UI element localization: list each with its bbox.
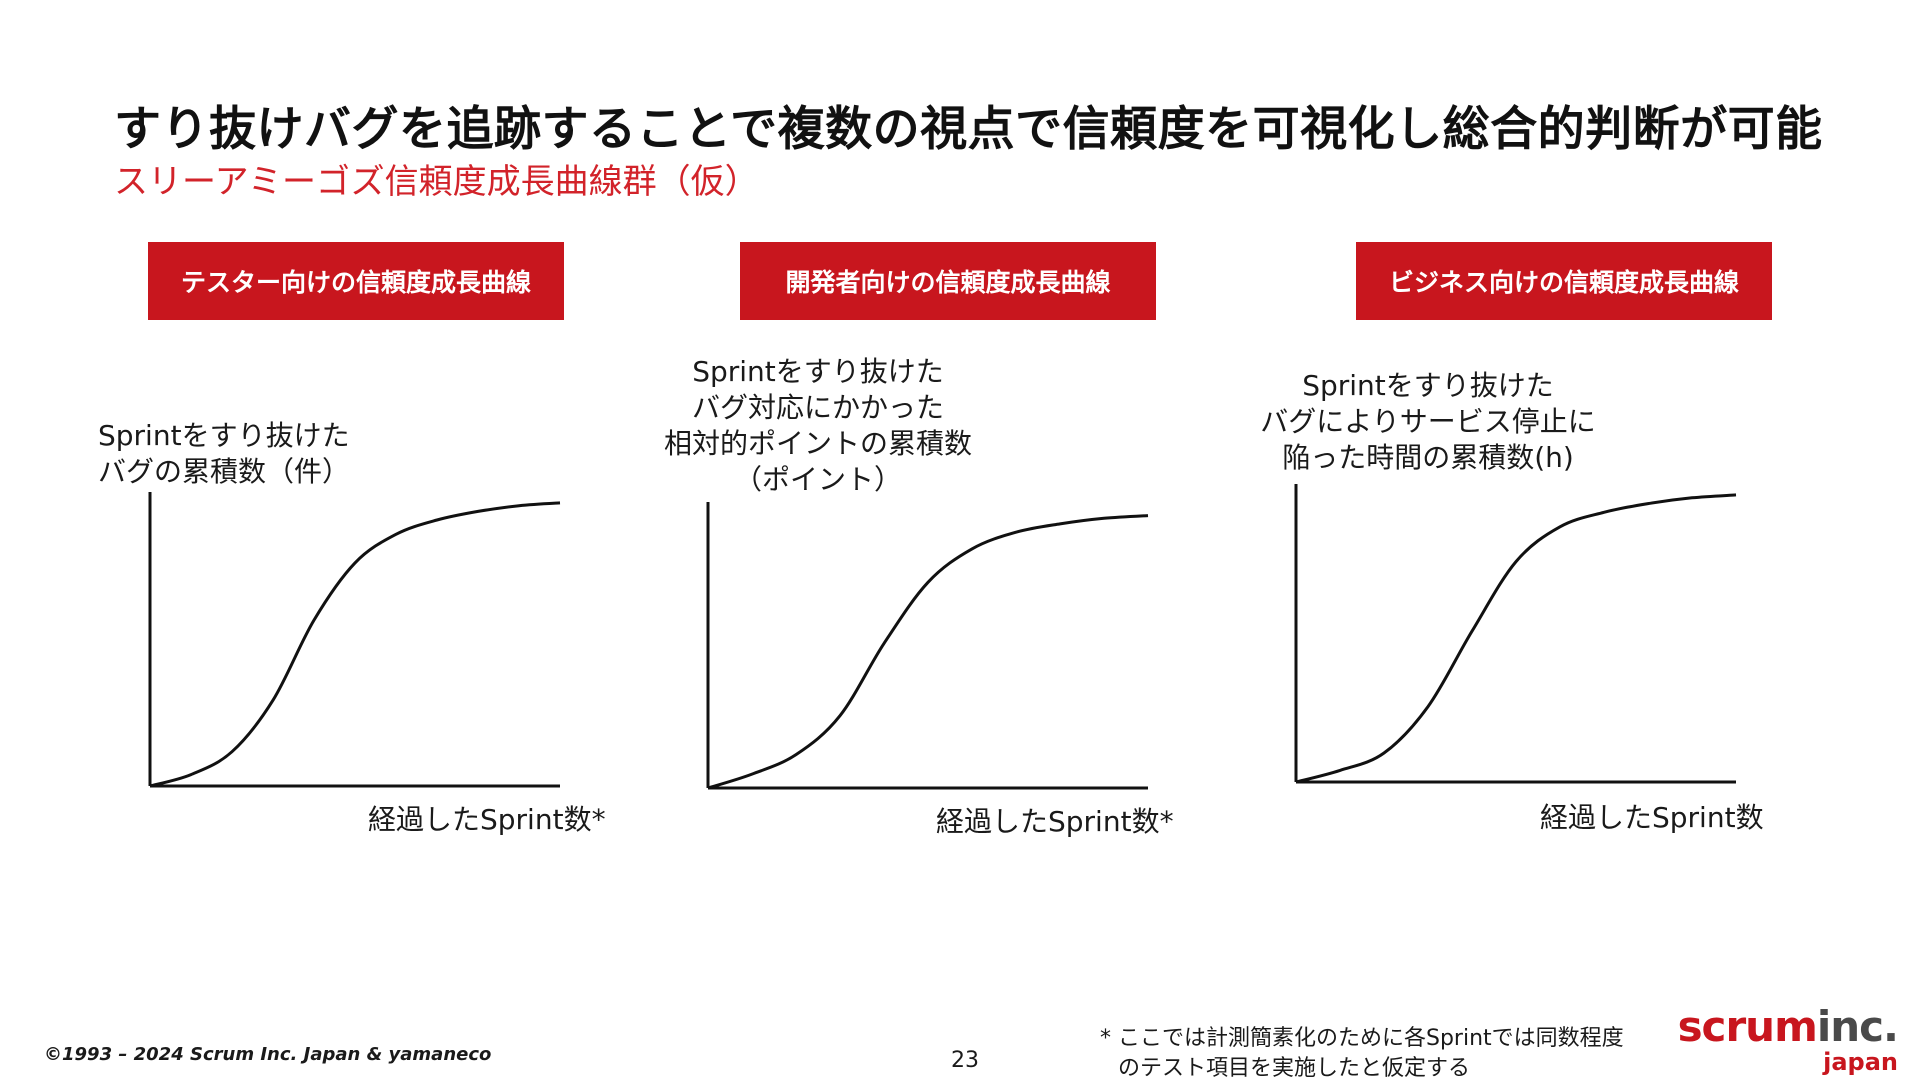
ylabel-business-line: バグによりサービス停止に <box>1260 405 1596 438</box>
xlabel-tester: 経過したSprint数* <box>368 803 606 836</box>
chart-tester <box>148 492 561 788</box>
logo-japan: japan <box>1823 1048 1898 1076</box>
slide-title: すり抜けバグを追跡することで複数の視点で信頼度を可視化し総合的判断が可能 <box>114 102 1823 157</box>
series-line <box>1295 493 1737 784</box>
badge-developer: 開発者向けの信頼度成長曲線 <box>740 242 1156 320</box>
ylabel-tester-line: バグの累積数（件） <box>98 455 351 488</box>
copyright: ©1993 – 2024 Scrum Inc. Japan & yamaneco <box>44 1044 492 1065</box>
ylabel-developer-line: バグ対応にかかった <box>691 391 944 424</box>
chart-business <box>1294 484 1737 784</box>
scrum-inc-japan-logo: scruminc. japan <box>1678 1006 1899 1076</box>
ylabel-developer: Sprintをすり抜けた バグ対応にかかった 相対的ポイントの累積数 （ポイント… <box>652 354 984 498</box>
logo-scrum: scrum <box>1677 1002 1818 1051</box>
xlabel-business: 経過したSprint数 <box>1540 801 1764 834</box>
ylabel-business: Sprintをすり抜けた バグによりサービス停止に 陥った時間の累積数(h) <box>1228 368 1628 476</box>
ylabel-business-line: 陥った時間の累積数(h) <box>1282 441 1574 474</box>
logo-inc: inc. <box>1816 1002 1899 1051</box>
badge-business: ビジネス向けの信頼度成長曲線 <box>1356 242 1772 320</box>
chart-developer <box>706 502 1149 790</box>
page-number: 23 <box>951 1048 979 1073</box>
badge-tester: テスター向けの信頼度成長曲線 <box>148 242 564 320</box>
ylabel-tester-line: Sprintをすり抜けた <box>98 419 350 452</box>
ylabel-developer-line: Sprintをすり抜けた <box>692 355 944 388</box>
xlabel-developer: 経過したSprint数* <box>936 805 1174 838</box>
ylabel-developer-line: 相対的ポイントの累積数 <box>663 427 972 460</box>
ylabel-business-line: Sprintをすり抜けた <box>1302 369 1554 402</box>
footnote: * ここでは計測簡素化のために各Sprintでは同数程度 のテスト項目を実施した… <box>1100 1024 1624 1080</box>
footnote-line1: * ここでは計測簡素化のために各Sprintでは同数程度 <box>1100 1026 1624 1051</box>
slide-subtitle: スリーアミーゴズ信頼度成長曲線群（仮） <box>114 162 759 202</box>
footnote-line2: のテスト項目を実施したと仮定する <box>1118 1056 1471 1080</box>
series-line <box>707 514 1149 790</box>
ylabel-developer-line: （ポイント） <box>733 463 902 496</box>
ylabel-tester: Sprintをすり抜けた バグの累積数（件） <box>98 418 350 490</box>
series-line <box>149 501 561 788</box>
